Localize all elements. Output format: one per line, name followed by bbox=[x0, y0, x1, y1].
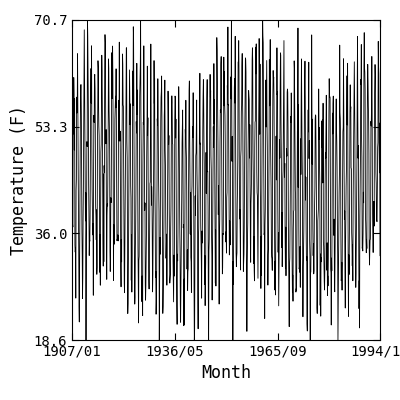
Y-axis label: Temperature (F): Temperature (F) bbox=[10, 105, 28, 255]
X-axis label: Month: Month bbox=[201, 364, 251, 382]
